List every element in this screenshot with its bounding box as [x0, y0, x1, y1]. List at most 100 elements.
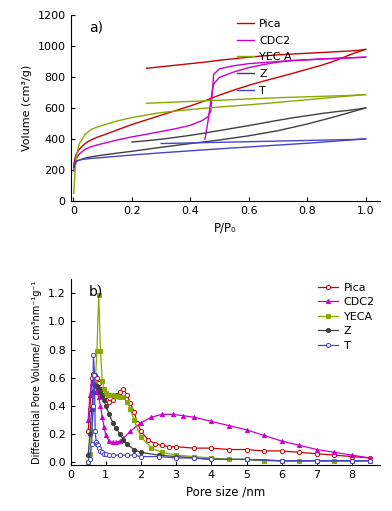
Line: T: T	[74, 139, 366, 165]
Pica	[276, 74, 280, 80]
T	[96, 445, 101, 451]
Y-axis label: Differential Pore Volume/ cm³nm⁻¹g⁻¹: Differential Pore Volume/ cm³nm⁻¹g⁻¹	[33, 281, 42, 464]
Pica	[89, 375, 94, 381]
CDC2	[262, 432, 267, 438]
YECA	[98, 348, 103, 354]
YECA	[89, 428, 94, 434]
Line: Z: Z	[86, 383, 372, 463]
YEC A	[247, 102, 251, 108]
YECA	[132, 417, 136, 423]
Line: T: T	[86, 353, 372, 464]
CDC2	[94, 142, 99, 148]
CDC2	[276, 58, 280, 64]
YECA	[139, 434, 143, 440]
Pica	[121, 386, 126, 392]
Z	[77, 157, 82, 163]
YEC A	[115, 118, 120, 124]
Pica	[159, 112, 163, 118]
Pica	[76, 148, 80, 154]
Pica	[217, 92, 222, 98]
CDC2	[89, 380, 94, 386]
Pica	[144, 117, 149, 123]
CDC2	[100, 141, 105, 147]
Line: YEC A: YEC A	[74, 95, 366, 193]
T	[132, 452, 136, 458]
CDC2	[91, 379, 96, 385]
YEC A	[334, 94, 339, 100]
YECA	[128, 406, 133, 412]
CDC2	[96, 394, 101, 401]
Z	[314, 458, 319, 464]
Pica	[111, 397, 115, 403]
Pica	[135, 420, 140, 426]
YECA	[103, 390, 108, 397]
T	[102, 451, 106, 457]
YECA	[102, 386, 106, 392]
Z	[72, 162, 77, 168]
YECA	[111, 391, 115, 398]
T	[100, 154, 105, 160]
CDC2	[332, 449, 337, 455]
CDC2	[89, 144, 93, 150]
YECA	[244, 456, 249, 462]
YECA	[105, 391, 110, 398]
T	[74, 158, 79, 164]
Z	[98, 389, 103, 395]
Z	[103, 403, 108, 409]
T	[350, 458, 354, 464]
YECA	[100, 378, 105, 384]
Pica	[71, 164, 76, 170]
Z	[159, 144, 163, 150]
Pica	[107, 399, 112, 405]
CDC2	[73, 159, 77, 166]
YEC A	[73, 170, 77, 176]
CDC2	[209, 108, 213, 114]
Legend: Pica, CDC2, YEC A, Z, T: Pica, CDC2, YEC A, Z, T	[237, 19, 292, 96]
Z	[139, 449, 143, 455]
Pica	[130, 122, 134, 128]
X-axis label: Pore size /nm: Pore size /nm	[186, 485, 265, 498]
Z	[71, 165, 76, 171]
YEC A	[100, 122, 105, 128]
Z	[100, 152, 105, 158]
CDC2	[139, 420, 143, 426]
CDC2	[118, 438, 122, 444]
YEC A	[74, 154, 79, 160]
CDC2	[200, 118, 204, 124]
Pica	[227, 447, 231, 453]
Pica	[114, 391, 119, 398]
T	[98, 448, 103, 454]
YECA	[118, 394, 122, 401]
Pica	[332, 452, 337, 458]
Pica	[244, 447, 249, 453]
T	[174, 455, 178, 461]
Pica	[118, 389, 122, 395]
Z	[247, 133, 251, 139]
T	[244, 456, 249, 462]
Pica	[73, 155, 77, 161]
T	[217, 146, 222, 152]
YEC A	[276, 99, 280, 105]
Z	[348, 109, 353, 115]
Pica	[261, 78, 266, 84]
T	[100, 449, 105, 455]
Pica	[174, 444, 178, 450]
YEC A	[76, 146, 80, 152]
T	[91, 403, 95, 409]
Line: CDC2: CDC2	[74, 57, 366, 171]
Z	[367, 458, 372, 464]
YECA	[96, 292, 101, 298]
Pica	[73, 152, 78, 158]
Z	[191, 455, 196, 461]
CDC2	[83, 146, 87, 152]
Pica	[132, 408, 136, 414]
CDC2	[71, 168, 76, 174]
CDC2	[232, 62, 236, 68]
Pica	[125, 391, 129, 398]
CDC2	[94, 389, 99, 395]
CDC2	[74, 155, 79, 161]
Pica	[100, 391, 105, 398]
Pica	[358, 48, 362, 54]
T	[314, 458, 319, 464]
Pica	[152, 441, 157, 447]
